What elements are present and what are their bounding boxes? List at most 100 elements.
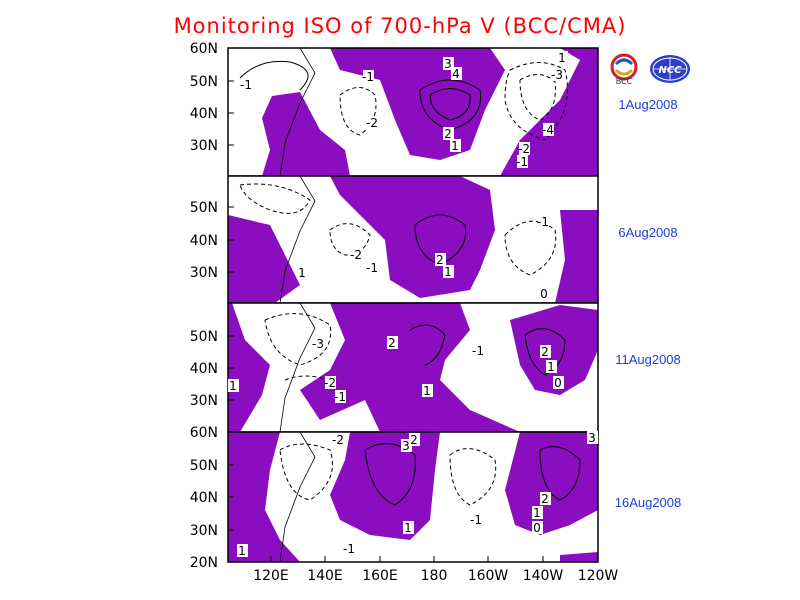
contour-label: -4 xyxy=(542,123,554,137)
coastline xyxy=(279,432,316,562)
longitude-label: 120W xyxy=(578,568,619,584)
contour-label: -1 xyxy=(472,344,484,358)
latitude-label: 30N xyxy=(190,523,218,539)
contour-label-box xyxy=(443,127,454,140)
contour-label-box xyxy=(325,376,336,389)
contour-label: 1 xyxy=(451,139,459,153)
latitude-label: 30N xyxy=(190,393,218,409)
latitude-label: 30N xyxy=(190,265,218,281)
positive-anomaly-region xyxy=(555,210,598,303)
contour-label-box xyxy=(422,384,433,397)
panel-date: 11Aug2008 xyxy=(615,352,681,367)
longitude-label: 140E xyxy=(307,568,343,584)
latitude-label: 40N xyxy=(190,361,218,377)
contour-label: 3 xyxy=(402,439,410,453)
contour-label-box xyxy=(297,266,308,279)
latitude-label: 40N xyxy=(190,490,218,506)
page-title: Monitoring ISO of 700-hPa V (BCC/CMA) xyxy=(173,14,627,38)
contour-line xyxy=(429,88,471,121)
contour-label: 2 xyxy=(444,127,452,141)
contour-line xyxy=(449,448,497,506)
contour-line xyxy=(239,183,311,214)
contour-label-box xyxy=(403,521,414,534)
contour-label: 1 xyxy=(558,51,566,65)
latitude-label: 50N xyxy=(190,458,218,474)
longitude-label: 140W xyxy=(523,568,564,584)
contour-label: 2 xyxy=(541,345,549,359)
latitude-label: 50N xyxy=(190,329,218,345)
contour-label: 3 xyxy=(588,431,596,445)
positive-anomaly-region xyxy=(505,432,598,535)
contour-label: 2 xyxy=(410,433,418,447)
contour-line xyxy=(419,79,482,131)
latitude-label: 50N xyxy=(190,200,218,216)
positive-anomaly-region xyxy=(330,432,440,540)
contour-label-box xyxy=(540,345,551,358)
longitude-label: 120E xyxy=(253,568,289,584)
contour-label: -1 xyxy=(470,513,482,527)
contour-line xyxy=(524,328,566,376)
contour-label-box xyxy=(517,155,528,168)
contour-label-box xyxy=(557,51,568,64)
contour-line xyxy=(329,223,371,256)
positive-anomaly-region xyxy=(228,215,300,303)
contour-label-box xyxy=(363,70,374,83)
contour-label: -3 xyxy=(312,337,324,351)
contour-label-box xyxy=(351,248,362,261)
positive-anomaly-region xyxy=(560,552,598,562)
ncc-logo: NCC xyxy=(648,52,690,86)
contour-label-box xyxy=(367,261,378,274)
contour-line xyxy=(414,214,467,266)
longitude-label: 160E xyxy=(362,568,398,584)
contour-label: 1 xyxy=(423,384,431,398)
panel-date: 1Aug2008 xyxy=(618,97,678,112)
contour-label: 3 xyxy=(444,57,452,71)
coastline xyxy=(279,303,316,432)
contour-label-box xyxy=(401,439,412,452)
contour-label-box xyxy=(409,433,420,446)
contour-label-box xyxy=(540,492,551,505)
contour-label: -1 xyxy=(343,542,355,556)
contour-line xyxy=(279,443,333,501)
contour-label-box xyxy=(552,68,563,81)
contour-label: 1 xyxy=(533,506,541,520)
contour-line xyxy=(409,324,446,366)
latitude-label: 20N xyxy=(190,555,218,571)
latitude-label: 40N xyxy=(190,106,218,122)
contour-line xyxy=(264,313,332,366)
contour-label-box xyxy=(443,57,454,70)
contour-label: 2 xyxy=(541,492,549,506)
latitude-label: 50N xyxy=(190,74,218,90)
positive-anomaly-region xyxy=(228,50,350,176)
contour-label-box xyxy=(335,390,346,403)
contour-label: -1 xyxy=(240,78,252,92)
ncc-logo-text: NCC xyxy=(658,65,682,76)
contour-label-box xyxy=(443,265,454,278)
contour-line xyxy=(364,443,416,506)
contour-label: 1 xyxy=(238,544,246,558)
contour-label: 1 xyxy=(444,265,452,279)
contour-label-box xyxy=(539,287,550,300)
panel-date: 6Aug2008 xyxy=(618,225,678,240)
contour-line xyxy=(539,446,581,501)
contour-label: -2 xyxy=(366,116,378,130)
contour-label: -1 xyxy=(516,155,528,169)
latitude-label: 30N xyxy=(190,138,218,154)
contour-label: -2 xyxy=(350,248,362,262)
contour-label-box xyxy=(241,78,252,91)
coastline xyxy=(279,48,316,176)
contour-label: -1 xyxy=(537,215,549,229)
longitude-label: 160W xyxy=(468,568,509,584)
bcc-logo: BCC xyxy=(604,52,644,86)
contour-line xyxy=(239,60,309,91)
contour-label-box xyxy=(237,544,248,557)
contour-label-box xyxy=(435,253,446,266)
contour-label-box xyxy=(344,542,355,555)
panel-date: 16Aug2008 xyxy=(614,495,682,510)
latitude-label: 60N xyxy=(190,41,218,57)
contour-label: -2 xyxy=(332,433,344,447)
contour-label-box xyxy=(473,344,484,357)
contour-label-box xyxy=(546,360,557,373)
